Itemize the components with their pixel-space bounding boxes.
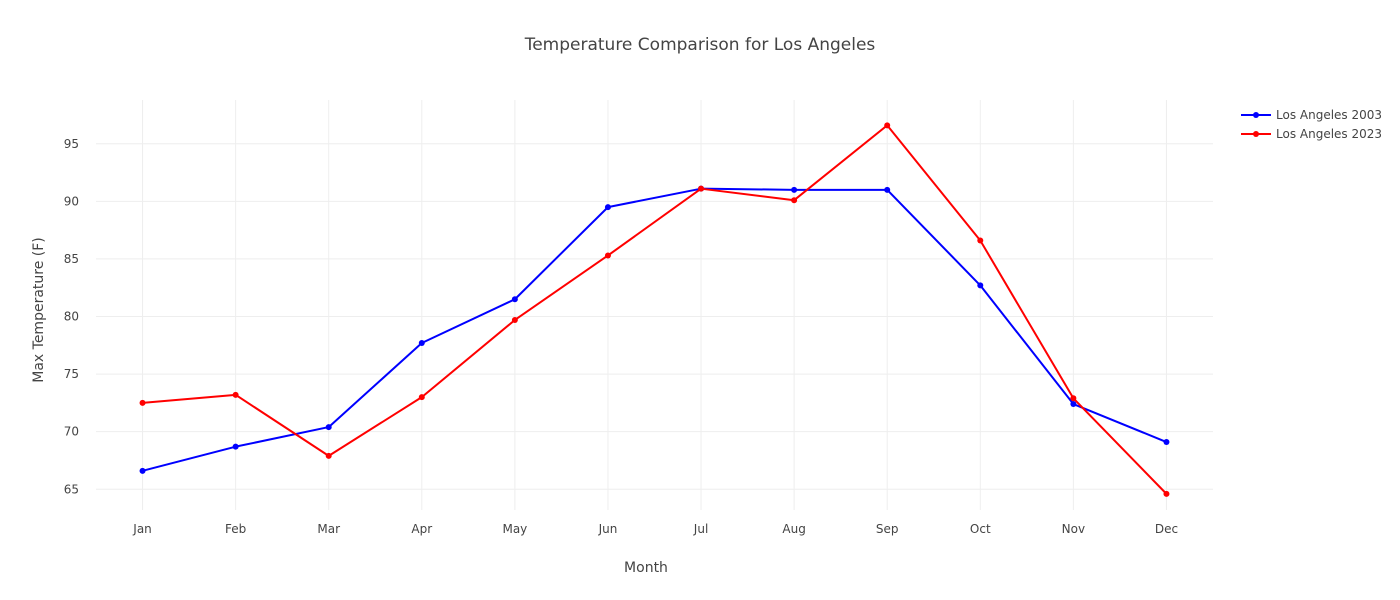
x-axis-title: Month (624, 560, 668, 576)
legend-item[interactable]: Los Angeles 2003 (1241, 108, 1382, 122)
x-tick-label: Dec (1155, 522, 1178, 536)
data-point[interactable] (511, 316, 518, 323)
data-point[interactable] (325, 452, 332, 459)
y-axis-title: Max Temperature (F) (31, 237, 47, 383)
series-line (142, 124, 1168, 495)
chart-title: Temperature Comparison for Los Angeles (524, 35, 876, 55)
x-tick-label: Aug (782, 522, 805, 536)
data-point[interactable] (977, 282, 984, 289)
x-tick-label: Feb (225, 522, 246, 536)
data-point[interactable] (791, 197, 798, 204)
x-tick-label: Nov (1062, 522, 1085, 536)
y-gridlines (96, 143, 1213, 490)
data-point[interactable] (418, 394, 425, 401)
y-tick-label: 70 (64, 425, 79, 439)
data-point[interactable] (232, 443, 239, 450)
data-point[interactable] (1070, 395, 1077, 402)
y-tick-label: 65 (64, 482, 79, 496)
series-group (139, 122, 1170, 497)
x-tick-label: Sep (876, 522, 899, 536)
y-axis-ticks: 65 70 75 80 85 90 95 (64, 137, 79, 497)
legend-label: Los Angeles 2023 (1276, 127, 1382, 141)
data-point[interactable] (604, 252, 611, 259)
y-tick-label: 85 (64, 252, 79, 266)
data-point[interactable] (1070, 401, 1077, 408)
data-point[interactable] (325, 424, 332, 431)
data-point[interactable] (1163, 439, 1170, 446)
legend: Los Angeles 2003 Los Angeles 2023 (1241, 108, 1382, 141)
legend-item[interactable]: Los Angeles 2023 (1241, 127, 1382, 141)
x-tick-label: Jan (132, 522, 152, 536)
legend-marker (1253, 131, 1259, 137)
x-tick-label: Jul (693, 522, 708, 536)
series-layer (139, 122, 1170, 497)
series-line (142, 187, 1167, 472)
data-point[interactable] (511, 296, 518, 303)
y-tick-label: 95 (64, 137, 79, 151)
data-point[interactable] (139, 399, 146, 406)
data-point[interactable] (884, 186, 891, 193)
legend-marker (1253, 112, 1259, 118)
x-gridlines (142, 100, 1167, 510)
legend-label: Los Angeles 2003 (1276, 108, 1382, 122)
y-tick-label: 75 (64, 367, 79, 381)
x-tick-label: Apr (411, 522, 432, 536)
data-point[interactable] (418, 340, 425, 347)
x-tick-label: May (502, 522, 527, 536)
data-point[interactable] (604, 204, 611, 211)
x-tick-label: Mar (317, 522, 340, 536)
data-point[interactable] (791, 186, 798, 193)
y-tick-label: 80 (64, 310, 79, 324)
y-tick-label: 90 (64, 194, 79, 208)
data-point[interactable] (139, 467, 146, 474)
data-point[interactable] (884, 122, 891, 129)
x-axis-ticks: Jan Feb Mar Apr May Jun Jul Aug Sep Oct Nov Dec (132, 522, 1178, 536)
x-tick-label: Oct (970, 522, 991, 536)
x-tick-label: Jun (598, 522, 618, 536)
data-point[interactable] (1163, 490, 1170, 497)
data-point[interactable] (977, 237, 984, 244)
data-point[interactable] (232, 391, 239, 398)
data-point[interactable] (698, 185, 705, 192)
